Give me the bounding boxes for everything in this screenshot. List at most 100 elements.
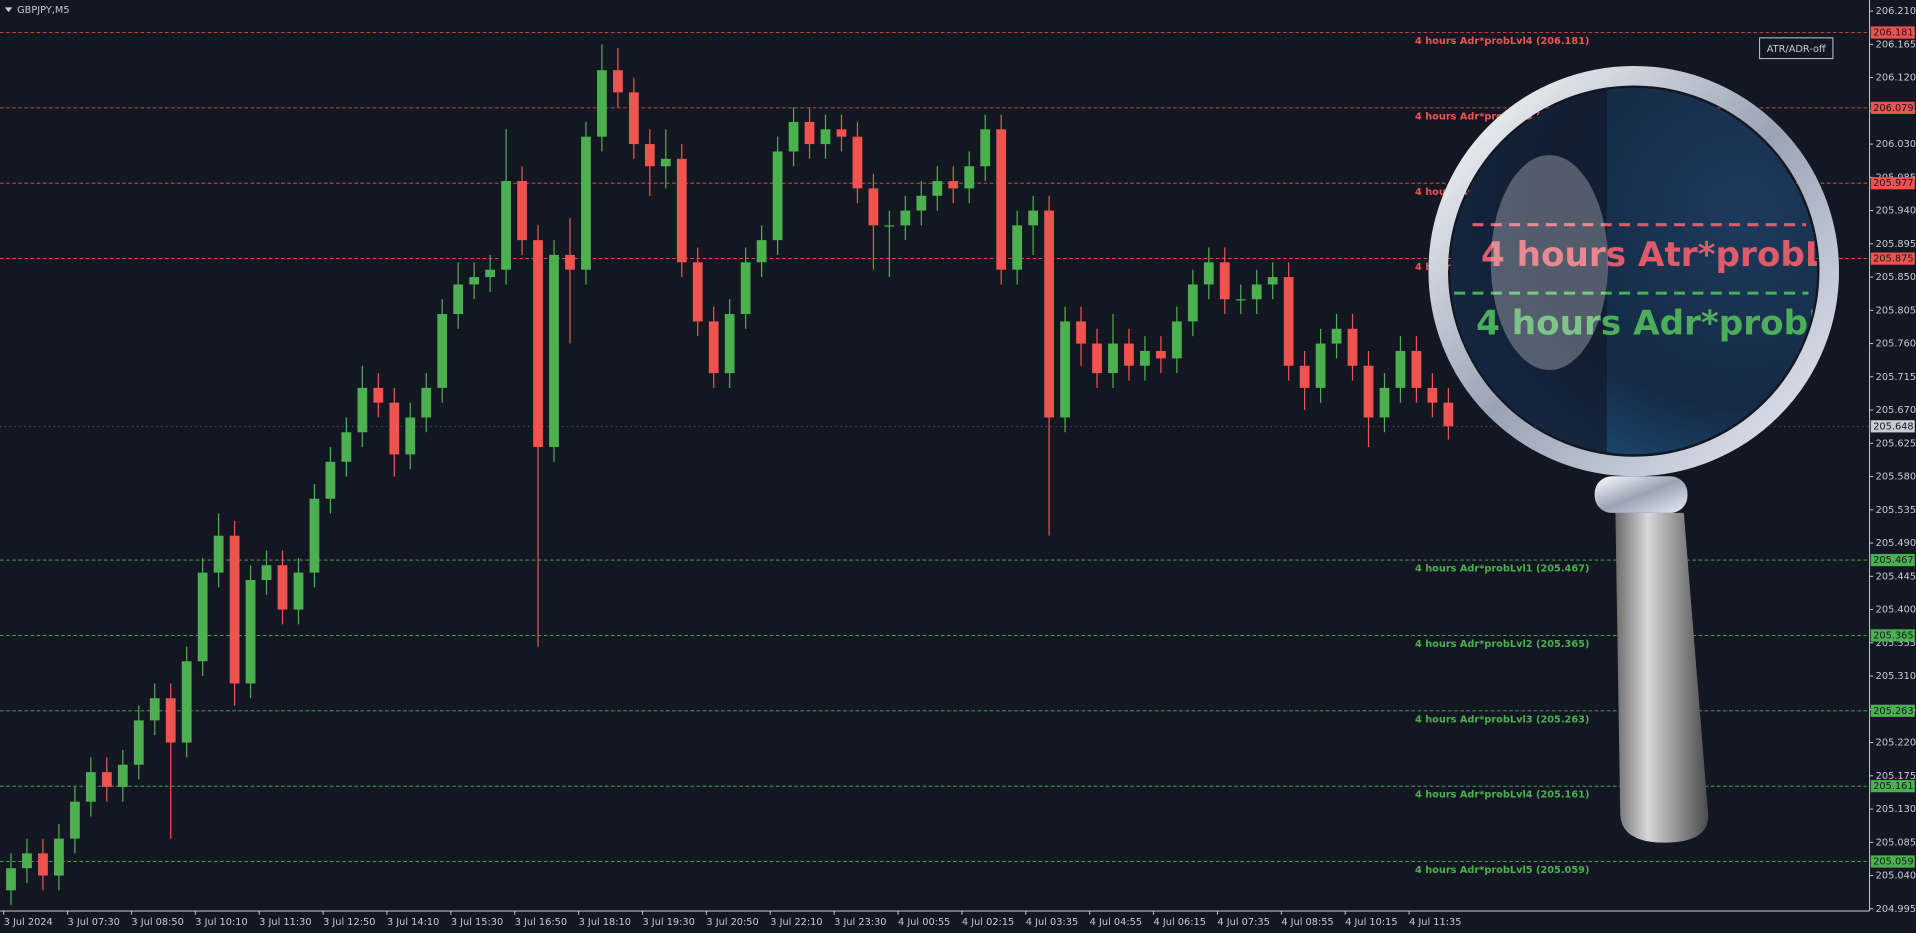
candle-body bbox=[581, 136, 591, 270]
y-tick-label: 205.535 bbox=[1876, 505, 1916, 516]
candle-body bbox=[469, 277, 480, 285]
x-tick-label: 4 Jul 10:15 bbox=[1345, 917, 1397, 928]
candle-body bbox=[1411, 350, 1422, 388]
button-frame[interactable] bbox=[1759, 37, 1834, 60]
lens-text-red: 4 hours Atr*probL bbox=[1481, 235, 1827, 275]
y-tick-label: 205.310 bbox=[1876, 671, 1916, 682]
y-tick-label: 204.995 bbox=[1876, 904, 1916, 915]
candle-body bbox=[676, 158, 687, 263]
y-tick-label: 206.030 bbox=[1876, 139, 1916, 150]
level-price-tag bbox=[1870, 26, 1915, 39]
candle-body bbox=[165, 698, 176, 743]
level-price-tag bbox=[1870, 252, 1915, 265]
y-tick-label: 205.940 bbox=[1876, 206, 1916, 217]
y-tick-label: 205.490 bbox=[1876, 538, 1916, 549]
candle-body bbox=[213, 535, 224, 573]
candle-body bbox=[1299, 365, 1310, 388]
y-tick-label: 205.355 bbox=[1876, 638, 1916, 649]
x-tick-label: 3 Jul 23:30 bbox=[834, 917, 886, 928]
level-price-label: 205.467 bbox=[1873, 555, 1913, 566]
candle-body bbox=[69, 801, 80, 839]
candle-body bbox=[612, 70, 623, 93]
y-tick-label: 205.400 bbox=[1876, 605, 1916, 616]
candle-body bbox=[1283, 277, 1294, 366]
x-tick-label: 4 Jul 06:15 bbox=[1154, 917, 1206, 928]
candle-body bbox=[772, 151, 783, 241]
candle-body bbox=[277, 565, 288, 610]
candle-body bbox=[501, 181, 511, 270]
x-tick-label: 3 Jul 15:30 bbox=[451, 917, 503, 928]
x-tick-label: 4 Jul 04:55 bbox=[1090, 917, 1142, 928]
x-tick-label: 3 Jul 07:30 bbox=[68, 917, 120, 928]
candle-body bbox=[1347, 328, 1358, 366]
x-tick-label: 3 Jul 2024 bbox=[4, 917, 53, 928]
y-tick-label: 205.805 bbox=[1876, 305, 1916, 316]
magnifier: 4 hours Atr*probL 4 hours Adr*probL bbox=[1428, 65, 1840, 843]
candle-body bbox=[22, 853, 32, 869]
candle-body bbox=[1443, 402, 1454, 427]
level-label: 4 hours Adr*probLvl5 (205.059) bbox=[1415, 865, 1589, 876]
magnifier-neck bbox=[1594, 476, 1688, 513]
magnifier-lens: 4 hours Atr*probL 4 hours Adr*probL bbox=[1450, 87, 1827, 455]
candle-body bbox=[820, 129, 831, 145]
y-tick-label: 205.670 bbox=[1876, 405, 1916, 416]
y-tick-label: 205.175 bbox=[1876, 771, 1916, 782]
candle-body bbox=[229, 535, 240, 684]
axes: 206.210206.165206.120206.075206.030205.9… bbox=[3, 6, 1916, 928]
candle-body bbox=[133, 720, 144, 765]
level-price-label: 206.079 bbox=[1873, 103, 1913, 114]
x-tick-label: 4 Jul 02:15 bbox=[962, 917, 1014, 928]
x-tick-label: 4 Jul 11:35 bbox=[1409, 917, 1461, 928]
candle-body bbox=[1076, 321, 1086, 344]
candle-body bbox=[1108, 343, 1118, 374]
candle-body bbox=[1331, 328, 1342, 344]
candle-body bbox=[85, 772, 96, 802]
candle-body bbox=[724, 314, 735, 374]
candle-body bbox=[1363, 365, 1374, 418]
atr-adr-button[interactable]: ATR/ADR-off bbox=[1759, 37, 1834, 60]
magnifier-ring bbox=[1428, 65, 1840, 477]
x-tick-label: 3 Jul 10:10 bbox=[195, 917, 247, 928]
candle-body bbox=[149, 698, 160, 721]
level-label: 4 hours Adr*probLvl4 (205.161) bbox=[1415, 790, 1589, 801]
candle-body bbox=[309, 498, 320, 573]
candle-body bbox=[389, 402, 400, 455]
x-tick-label: 3 Jul 11:30 bbox=[259, 917, 311, 928]
plot-area bbox=[0, 32, 1870, 906]
button-label[interactable]: ATR/ADR-off bbox=[1767, 44, 1826, 55]
x-tick-label: 3 Jul 16:50 bbox=[515, 917, 567, 928]
candle-body bbox=[1379, 387, 1390, 418]
candle-body bbox=[1140, 350, 1150, 366]
candle-body bbox=[533, 240, 543, 448]
candle-body bbox=[948, 181, 959, 189]
candle-body bbox=[1315, 343, 1326, 388]
y-tick-label: 205.220 bbox=[1876, 738, 1916, 749]
candle-body bbox=[405, 417, 416, 455]
candle-body bbox=[756, 240, 767, 263]
candle-body bbox=[565, 254, 575, 270]
candle-body bbox=[852, 136, 863, 189]
candle-body bbox=[453, 284, 464, 315]
level-label: 4 hours Adr*probLvl2 (205.365) bbox=[1415, 639, 1589, 650]
level-price-label: 205.161 bbox=[1873, 781, 1913, 792]
last-price-label: 205.648 bbox=[1873, 421, 1913, 432]
x-tick-label: 4 Jul 03:35 bbox=[1026, 917, 1078, 928]
candle-body bbox=[1156, 350, 1166, 359]
candle-body bbox=[740, 262, 751, 315]
x-tick-label: 4 Jul 07:35 bbox=[1217, 917, 1269, 928]
magnifier-handle bbox=[1615, 512, 1709, 843]
candle-body bbox=[964, 166, 975, 189]
candle-body bbox=[245, 580, 256, 684]
candle-body bbox=[517, 181, 527, 241]
y-tick-label: 205.085 bbox=[1876, 837, 1916, 848]
last-price-tag bbox=[1870, 420, 1915, 433]
x-tick-label: 3 Jul 19:30 bbox=[642, 917, 694, 928]
candle-body bbox=[54, 838, 64, 876]
candle-body bbox=[1124, 343, 1134, 366]
candle-body bbox=[1060, 321, 1070, 418]
candle-body bbox=[485, 269, 496, 278]
level-label: 4 hours Adr*probLvl3 (205.263) bbox=[1415, 714, 1589, 725]
symbol-menu-icon[interactable] bbox=[4, 7, 13, 13]
candle-body bbox=[660, 158, 671, 167]
